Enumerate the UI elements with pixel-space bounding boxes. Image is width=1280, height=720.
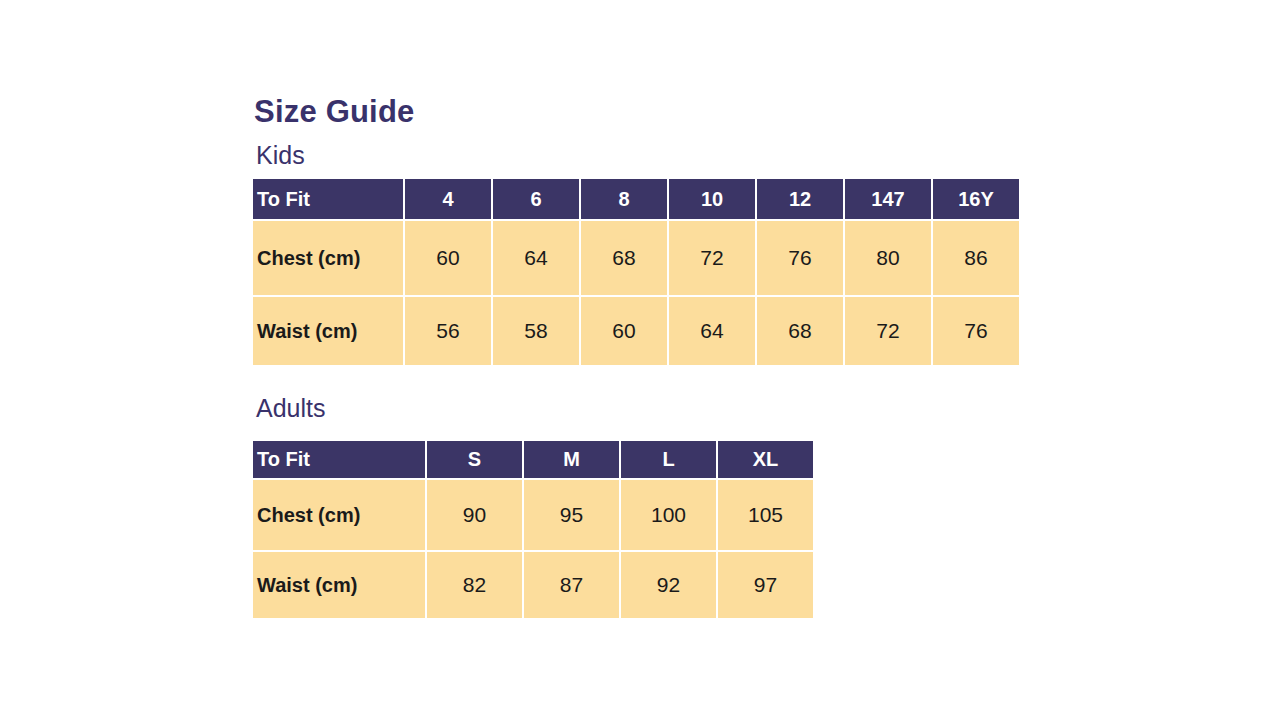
- value-cell: 95: [524, 480, 619, 550]
- size-guide-page: { "page": { "title": "Size Guide" }, "co…: [0, 0, 1280, 720]
- value-cell: 90: [427, 480, 522, 550]
- value-cell: 80: [845, 221, 931, 295]
- header-cell-size: 147: [845, 179, 931, 219]
- table-row: Chest (cm)9095100105: [253, 480, 813, 550]
- value-cell: 56: [405, 297, 491, 365]
- header-cell-size: 6: [493, 179, 579, 219]
- row-label-cell: Chest (cm): [253, 221, 403, 295]
- header-cell-size: S: [427, 441, 522, 478]
- value-cell: 68: [757, 297, 843, 365]
- value-cell: 60: [405, 221, 491, 295]
- value-cell: 76: [933, 297, 1019, 365]
- table-row: Chest (cm)60646872768086: [253, 221, 1019, 295]
- header-cell-size: 4: [405, 179, 491, 219]
- header-cell-to-fit: To Fit: [253, 179, 403, 219]
- value-cell: 72: [845, 297, 931, 365]
- value-cell: 92: [621, 552, 716, 618]
- value-cell: 64: [493, 221, 579, 295]
- table-row: Waist (cm)82879297: [253, 552, 813, 618]
- value-cell: 76: [757, 221, 843, 295]
- value-cell: 72: [669, 221, 755, 295]
- table-row: Waist (cm)56586064687276: [253, 297, 1019, 365]
- header-cell-size: M: [524, 441, 619, 478]
- value-cell: 58: [493, 297, 579, 365]
- value-cell: 82: [427, 552, 522, 618]
- value-cell: 97: [718, 552, 813, 618]
- header-cell-to-fit: To Fit: [253, 441, 425, 478]
- row-label-cell: Chest (cm): [253, 480, 425, 550]
- header-cell-size: 16Y: [933, 179, 1019, 219]
- header-cell-size: L: [621, 441, 716, 478]
- value-cell: 100: [621, 480, 716, 550]
- table-header-row: To FitSMLXL: [253, 441, 813, 478]
- row-label-cell: Waist (cm): [253, 297, 403, 365]
- section-label-adults: Adults: [256, 394, 325, 423]
- header-cell-size: XL: [718, 441, 813, 478]
- adults-size-table: To FitSMLXLChest (cm)9095100105Waist (cm…: [251, 439, 815, 620]
- value-cell: 64: [669, 297, 755, 365]
- value-cell: 86: [933, 221, 1019, 295]
- page-title: Size Guide: [254, 94, 414, 130]
- table-header-row: To Fit468101214716Y: [253, 179, 1019, 219]
- row-label-cell: Waist (cm): [253, 552, 425, 618]
- value-cell: 105: [718, 480, 813, 550]
- value-cell: 68: [581, 221, 667, 295]
- value-cell: 60: [581, 297, 667, 365]
- header-cell-size: 8: [581, 179, 667, 219]
- header-cell-size: 12: [757, 179, 843, 219]
- value-cell: 87: [524, 552, 619, 618]
- header-cell-size: 10: [669, 179, 755, 219]
- kids-size-table: To Fit468101214716YChest (cm)60646872768…: [251, 177, 1021, 367]
- section-label-kids: Kids: [256, 141, 305, 170]
